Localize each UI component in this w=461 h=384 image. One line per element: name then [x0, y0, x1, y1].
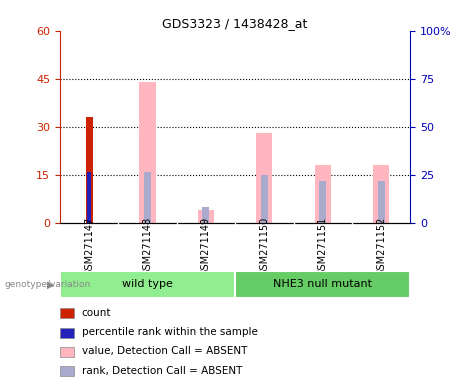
Text: rank, Detection Call = ABSENT: rank, Detection Call = ABSENT [82, 366, 242, 376]
Bar [235, 271, 410, 298]
Text: GSM271150: GSM271150 [259, 217, 269, 276]
Bar [314, 165, 331, 223]
Bar [88, 172, 91, 223]
Text: GSM271151: GSM271151 [318, 217, 328, 276]
Text: GSM271147: GSM271147 [84, 217, 94, 276]
Text: value, Detection Call = ABSENT: value, Detection Call = ABSENT [82, 346, 247, 356]
Text: percentile rank within the sample: percentile rank within the sample [82, 327, 258, 337]
Bar [60, 347, 74, 357]
Bar [378, 181, 384, 223]
Bar [261, 175, 268, 223]
Bar [256, 133, 272, 223]
Bar [60, 308, 74, 318]
Text: GSM271152: GSM271152 [376, 217, 386, 276]
Bar [373, 165, 389, 223]
Bar [60, 328, 74, 338]
Text: genotype/variation: genotype/variation [5, 280, 91, 290]
Bar [60, 271, 235, 298]
Text: wild type: wild type [122, 279, 173, 289]
Text: NHE3 null mutant: NHE3 null mutant [273, 279, 372, 289]
Text: GSM271149: GSM271149 [201, 217, 211, 276]
Title: GDS3323 / 1438428_at: GDS3323 / 1438428_at [162, 17, 308, 30]
Text: count: count [82, 308, 111, 318]
Bar [60, 366, 74, 376]
Bar [86, 117, 93, 223]
Bar [139, 82, 156, 223]
Text: GSM271148: GSM271148 [142, 217, 153, 276]
Bar [144, 172, 151, 223]
Text: ▶: ▶ [47, 280, 54, 290]
Bar [202, 207, 209, 223]
Bar [319, 181, 326, 223]
Bar [198, 210, 214, 223]
